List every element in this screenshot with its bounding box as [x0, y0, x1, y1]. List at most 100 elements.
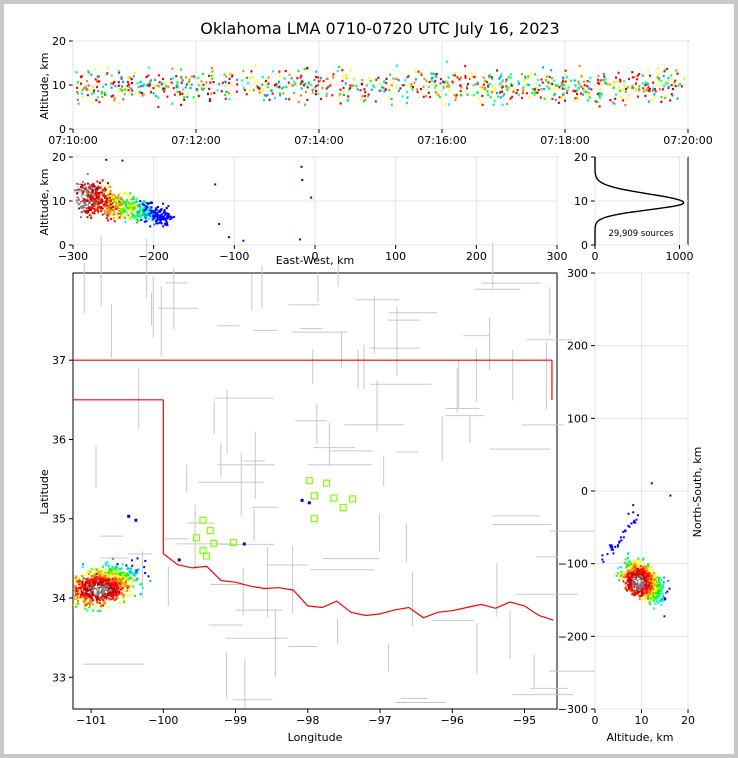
- map-source-mark: [109, 579, 112, 581]
- ns-source-mark: [649, 574, 651, 577]
- map-source-mark: [104, 602, 107, 605]
- ew-source-mark: [149, 215, 152, 217]
- lightning-source-mark: [499, 85, 501, 88]
- ew-source-mark: [80, 207, 83, 210]
- ns-source-mark: [624, 582, 627, 585]
- ns-source-mark: [634, 585, 637, 588]
- lightning-source-mark: [320, 97, 323, 100]
- ns-source-mark: [656, 594, 659, 597]
- ns-source-mark: [656, 591, 658, 594]
- map-source-mark: [124, 583, 127, 585]
- lightning-source-mark: [623, 80, 625, 83]
- ns-source-mark: [632, 521, 635, 524]
- lightning-source-mark: [300, 87, 303, 90]
- lightning-source-mark: [342, 75, 345, 78]
- map-source-mark: [109, 592, 112, 595]
- map-source-mark: [105, 594, 108, 597]
- lightning-source-mark: [274, 84, 276, 87]
- lightning-source-mark: [209, 81, 212, 84]
- ns-source-mark: [648, 587, 651, 590]
- lightning-source-mark: [641, 82, 644, 85]
- lightning-source-mark: [200, 87, 203, 90]
- lightning-source-mark: [558, 86, 561, 89]
- ew-source-mark: [83, 197, 86, 200]
- ns-source-mark: [635, 577, 638, 579]
- map-source-mark: [89, 592, 92, 595]
- ns-source-mark: [629, 584, 632, 587]
- ns-source-mark: [626, 589, 628, 592]
- lightning-source-mark: [652, 87, 655, 90]
- lightning-source-mark: [147, 66, 150, 69]
- lightning-source-mark: [557, 84, 560, 87]
- map-source-mark: [107, 584, 110, 587]
- ew-source-mark: [77, 211, 80, 214]
- lightning-source-mark: [388, 95, 391, 99]
- ew-source-mark: [133, 212, 135, 215]
- lightning-source-mark: [325, 92, 328, 95]
- ns-source-mark: [643, 584, 646, 587]
- ew-source-mark: [95, 207, 98, 210]
- ns-source-mark: [657, 591, 660, 594]
- lightning-source-mark: [374, 100, 377, 103]
- lightning-source-mark: [75, 71, 78, 74]
- map-source-mark: [80, 584, 82, 587]
- ew-source-mark: [129, 201, 132, 203]
- lightning-source-mark: [482, 76, 485, 79]
- map-source-mark: [126, 574, 129, 577]
- ns-source-mark: [642, 590, 645, 593]
- lightning-source-mark: [599, 88, 602, 91]
- ns-panel-ytick: 200: [567, 340, 588, 353]
- lightning-source-mark: [93, 89, 95, 92]
- ns-source-mark: [644, 573, 647, 576]
- lightning-source-mark: [96, 85, 99, 89]
- lightning-source-mark: [442, 80, 445, 83]
- lightning-source-mark: [507, 76, 510, 79]
- ew-source-mark: [142, 209, 145, 212]
- lightning-source-mark: [306, 67, 309, 70]
- map-source-mark: [103, 596, 106, 599]
- ew-source-mark: [132, 204, 135, 207]
- ew-source-mark: [125, 206, 128, 209]
- lightning-source-mark: [212, 81, 215, 84]
- ew-source-mark: [119, 213, 122, 216]
- lightning-source-mark: [271, 92, 274, 95]
- lightning-source-mark: [453, 74, 456, 77]
- ew-source-mark: [214, 183, 217, 186]
- lightning-source-mark: [266, 93, 269, 97]
- ew-source-mark: [96, 201, 98, 204]
- lightning-source-mark: [596, 93, 599, 96]
- map-source-mark: [114, 583, 117, 586]
- ns-source-mark: [633, 519, 636, 522]
- lightning-source-mark: [120, 76, 123, 79]
- lightning-source-mark: [483, 86, 486, 90]
- ns-source-mark: [637, 571, 640, 574]
- lightning-source-mark: [86, 88, 89, 91]
- lightning-source-mark: [433, 81, 436, 84]
- map-source-mark: [103, 586, 106, 588]
- lightning-source-mark: [378, 89, 381, 92]
- ns-source-mark: [644, 586, 647, 588]
- map-source-mark: [136, 557, 139, 560]
- ns-source-mark: [630, 580, 633, 583]
- ew-source-mark: [90, 200, 93, 203]
- lightning-source-mark: [651, 89, 654, 92]
- ns-source-mark: [649, 578, 652, 580]
- map-source-mark: [125, 568, 128, 571]
- ew-source-mark: [134, 208, 137, 211]
- ns-source-mark: [628, 573, 631, 576]
- lightning-source-mark: [153, 85, 156, 88]
- ns-source-mark: [641, 565, 644, 568]
- map-source-mark: [96, 588, 99, 591]
- lightning-source-mark: [158, 81, 161, 84]
- ew-source-mark: [93, 186, 96, 189]
- lightning-source-mark: [342, 86, 345, 89]
- ew-source-mark: [84, 196, 87, 199]
- ns-source-mark: [632, 583, 635, 586]
- ew-source-mark: [107, 202, 110, 205]
- map-source-mark: [132, 579, 135, 582]
- map-source-mark: [87, 588, 90, 591]
- lightning-source-mark: [675, 69, 678, 72]
- ew-source-mark: [133, 206, 135, 209]
- map-source-mark: [88, 582, 91, 585]
- lightning-source-mark: [137, 86, 140, 89]
